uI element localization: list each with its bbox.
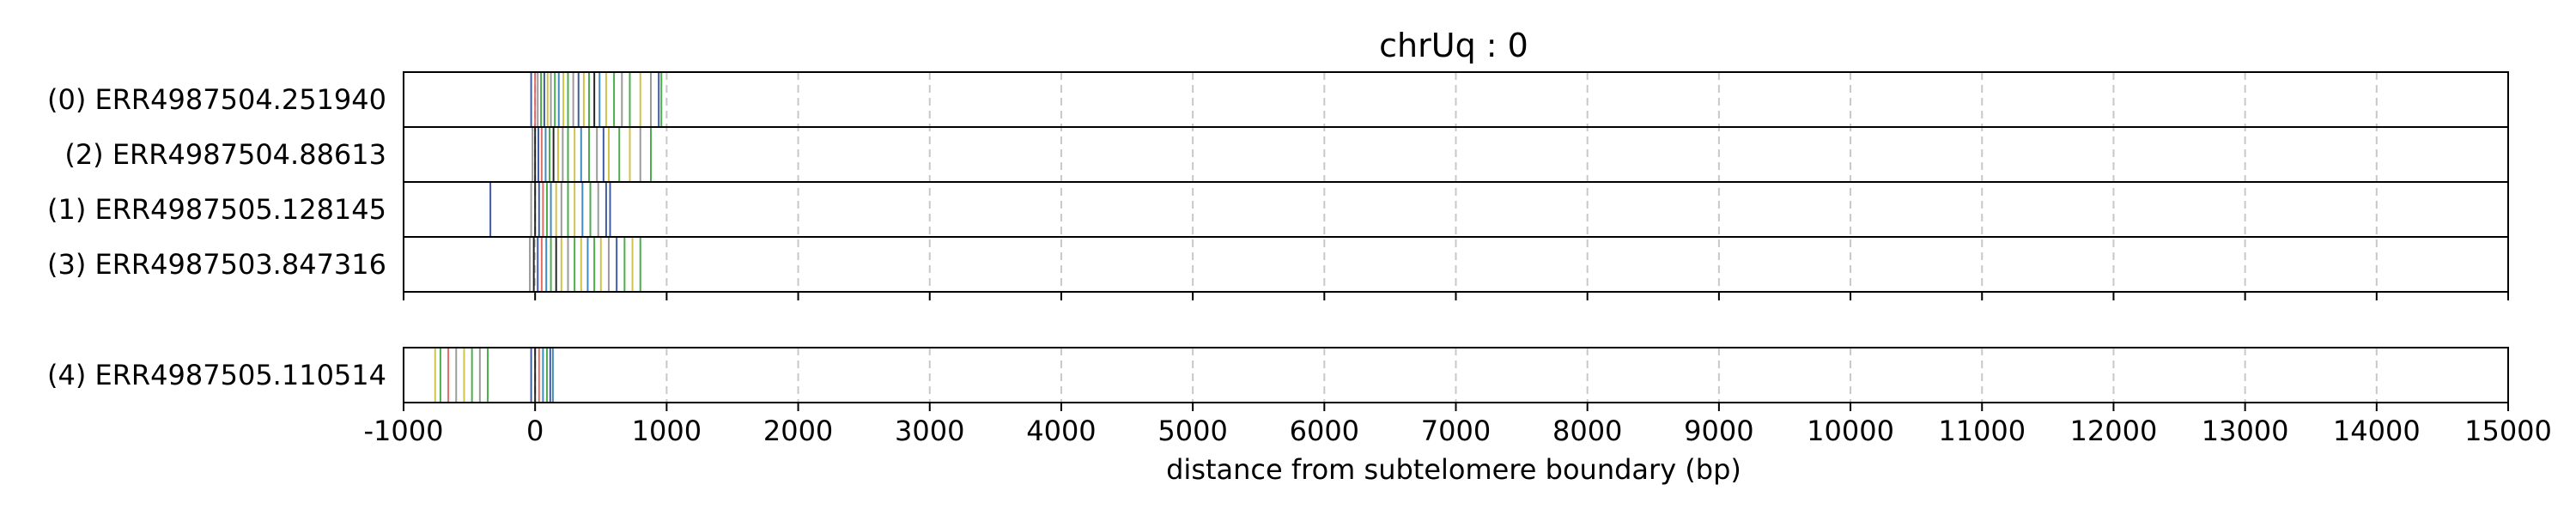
x-tick-label: 5000 bbox=[1157, 415, 1227, 447]
x-tick-label: 4000 bbox=[1026, 415, 1096, 447]
x-tick-label: 2000 bbox=[763, 415, 833, 447]
x-tick-label: 3000 bbox=[895, 415, 964, 447]
x-tick-label: 1000 bbox=[632, 415, 702, 447]
x-tick-label: 15000 bbox=[2464, 415, 2552, 447]
track-label: (0) ERR4987504.251940 bbox=[47, 83, 386, 116]
x-tick-label: 8000 bbox=[1552, 415, 1622, 447]
x-tick-label: -1000 bbox=[364, 415, 444, 447]
x-tick-label: 0 bbox=[526, 415, 544, 447]
x-tick-label: 14000 bbox=[2333, 415, 2421, 447]
x-tick-label: 12000 bbox=[2070, 415, 2158, 447]
x-axis-label: distance from subtelomere boundary (bp) bbox=[1166, 453, 1741, 486]
x-axis: -1000 0 1000 2000 3000 4000 5000 6000 7000 8000 90… bbox=[364, 292, 2552, 447]
track-label: (2) ERR4987504.88613 bbox=[64, 138, 386, 171]
track-label: (3) ERR4987503.847316 bbox=[47, 248, 386, 281]
x-tick-label: 9000 bbox=[1684, 415, 1753, 447]
track-label: (4) ERR4987505.110514 bbox=[47, 359, 386, 391]
x-tick-label: 7000 bbox=[1421, 415, 1491, 447]
read-marks bbox=[434, 73, 663, 402]
track-labels: (0) ERR4987504.251940 (2) ERR4987504.8861… bbox=[47, 83, 386, 391]
x-tick-label: 10000 bbox=[1807, 415, 1894, 447]
x-tick-label: 11000 bbox=[1938, 415, 2026, 447]
x-tick-label: 13000 bbox=[2202, 415, 2289, 447]
track-frames bbox=[403, 71, 2509, 403]
chart-title: chrUq : 0 bbox=[1379, 27, 1528, 64]
track-label: (1) ERR4987505.128145 bbox=[47, 193, 386, 226]
x-tick-label: 6000 bbox=[1290, 415, 1359, 447]
